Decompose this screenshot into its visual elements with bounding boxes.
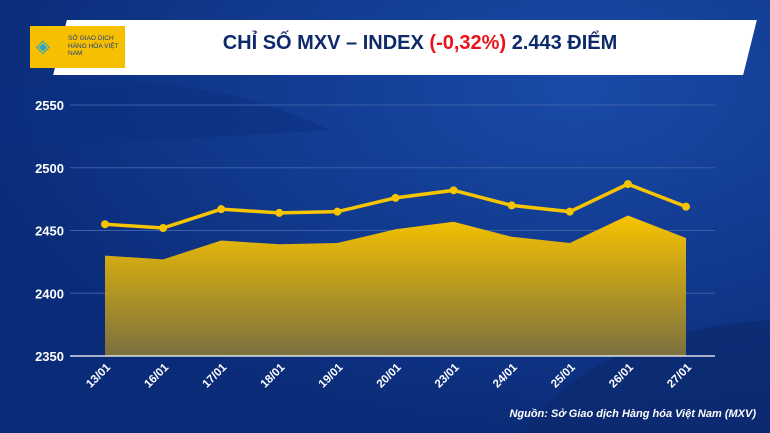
y-tick-label: 2400 bbox=[35, 286, 64, 301]
data-point bbox=[507, 201, 516, 210]
y-tick-label: 2350 bbox=[35, 349, 64, 364]
data-point bbox=[391, 193, 400, 202]
source-note: Nguồn: Sở Giao dịch Hàng hóa Việt Nam (M… bbox=[509, 408, 756, 420]
data-point bbox=[623, 180, 632, 189]
data-point bbox=[682, 202, 690, 211]
data-point bbox=[217, 205, 226, 214]
data-point bbox=[101, 220, 109, 229]
data-point bbox=[449, 186, 458, 195]
data-point bbox=[275, 208, 284, 217]
title-main: CHỈ SỐ MXV – INDEX bbox=[222, 32, 424, 54]
area-shadow bbox=[105, 215, 686, 356]
title-change: (-0,32%) bbox=[429, 32, 507, 54]
data-point bbox=[565, 207, 574, 216]
logo-text: SỞ GIAO DỊCH HÀNG HÓA VIỆT NAM bbox=[68, 35, 119, 57]
y-tick-label: 2550 bbox=[35, 98, 64, 113]
title-value: 2.443 ĐIỂM bbox=[511, 32, 618, 54]
y-tick-label: 2450 bbox=[35, 224, 64, 239]
data-point bbox=[333, 207, 342, 216]
logo: ◈ SỞ GIAO DỊCH HÀNG HÓA VIỆT NAM bbox=[30, 26, 125, 68]
logo-icon: ◈ bbox=[36, 36, 50, 56]
y-tick-label: 2500 bbox=[35, 161, 64, 176]
page-title: CHỈ SỐ MXV – INDEX (-0,32%) 2.443 ĐIỂM bbox=[140, 32, 700, 55]
data-point bbox=[159, 223, 168, 232]
